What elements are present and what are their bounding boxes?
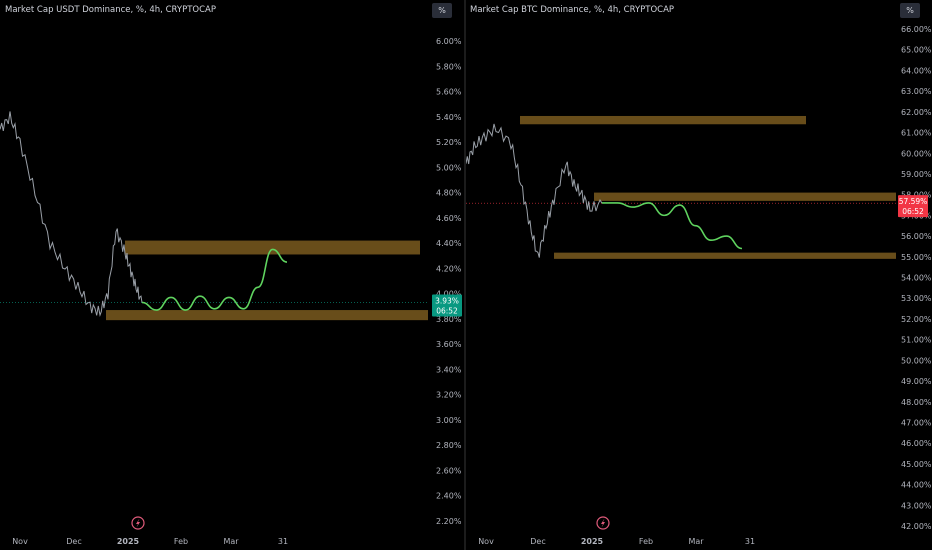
y-axis-tick-label: 50.00% [901, 356, 932, 365]
x-axis-tick-label: 31 [278, 537, 288, 546]
btc-chart-canvas[interactable]: 66.00% 65.00% 64.00% 63.00% 62.00% 61.00% 60.0… [466, 0, 932, 550]
y-axis-tick-label: 3.60% [436, 340, 462, 349]
support-resistance-zone [554, 252, 896, 259]
support-resistance-zone [520, 115, 806, 125]
lightning-icon[interactable] [131, 516, 145, 530]
y-axis-tick-label: 5.00% [436, 163, 462, 172]
y-axis-tick-label: 3.00% [436, 416, 462, 425]
y-axis-tick-label: 48.00% [901, 398, 932, 407]
y-axis-tick-label: 4.40% [436, 239, 462, 248]
y-axis-tick-label: 5.20% [436, 138, 462, 147]
y-axis-tick-label: 49.00% [901, 377, 932, 386]
y-axis-tick-label: 65.00% [901, 46, 932, 55]
x-axis-tick-label: Feb [639, 537, 653, 546]
y-axis-tick-label: 64.00% [901, 66, 932, 75]
y-axis-tick-label: 51.00% [901, 336, 932, 345]
usdt-chart-canvas[interactable]: 6.00% 5.80% 5.60% 5.40% 5.20% 5.00% 4.80% 4.60%… [0, 0, 464, 550]
x-axis-tick-label: Dec [66, 537, 81, 546]
y-axis-tick-label: 55.00% [901, 253, 932, 262]
y-axis-tick-label: 3.40% [436, 365, 462, 374]
y-axis-tick-label: 42.00% [901, 522, 932, 531]
x-axis-tick-label: Dec [530, 537, 545, 546]
y-axis-tick-label: 47.00% [901, 418, 932, 427]
y-axis-tick-label: 63.00% [901, 87, 932, 96]
x-axis-tick-label: 2025 [581, 537, 604, 546]
x-axis-tick-label: 31 [745, 537, 755, 546]
y-axis-tick-label: 56.00% [901, 232, 932, 241]
price-label-box [898, 195, 928, 218]
percent-scale-button[interactable]: % [900, 3, 920, 18]
price-series-line [0, 111, 143, 317]
y-axis-tick-label: 4.00% [436, 290, 462, 299]
y-axis-tick-label: 44.00% [901, 481, 932, 490]
y-axis-tick-label: 2.80% [436, 441, 462, 450]
x-axis-tick-label: Nov [478, 537, 494, 546]
lightning-icon-ring [596, 516, 610, 530]
usdt-dominance-panel[interactable]: 6.00% 5.80% 5.60% 5.40% 5.20% 5.00% 4.80% 4.60%… [0, 0, 464, 550]
price-label: 3.93% [435, 296, 459, 305]
lightning-icon-bolt [136, 518, 140, 528]
projection-path [141, 248, 288, 311]
y-axis-tick-label: 4.80% [436, 189, 462, 198]
y-axis-tick-label: 5.60% [436, 88, 462, 97]
chart-title: Market Cap USDT Dominance, %, 4h, CRYPTO… [5, 5, 216, 15]
price-label-box [432, 294, 462, 317]
x-axis-tick-label: 2025 [117, 537, 140, 546]
percent-scale-button[interactable]: % [432, 3, 452, 18]
x-axis-tick-label: Mar [223, 537, 239, 546]
countdown-label: 06:52 [436, 306, 458, 315]
y-axis-tick-label: 45.00% [901, 460, 932, 469]
countdown-label: 06:52 [902, 207, 924, 216]
price-series-line [466, 123, 603, 258]
y-axis-tick-label: 5.40% [436, 113, 462, 122]
support-resistance-zone [106, 310, 428, 321]
projection-path [602, 202, 743, 250]
btc-dominance-panel[interactable]: 66.00% 65.00% 64.00% 63.00% 62.00% 61.00% 60.0… [466, 0, 932, 550]
y-axis-tick-label: 46.00% [901, 439, 932, 448]
x-axis-tick-label: Nov [12, 537, 28, 546]
y-axis-tick-label: 62.00% [901, 108, 932, 117]
y-axis-tick-label: 60.00% [901, 149, 932, 158]
y-axis-tick-label: 52.00% [901, 315, 932, 324]
y-axis-tick-label: 53.00% [901, 294, 932, 303]
y-axis-tick-label: 6.00% [436, 37, 462, 46]
lightning-icon-bolt [601, 518, 605, 528]
y-axis-tick-label: 59.00% [901, 170, 932, 179]
y-axis-tick-label: 5.80% [436, 62, 462, 71]
y-axis-tick-label: 43.00% [901, 501, 932, 510]
y-axis-tick-label: 3.20% [436, 391, 462, 400]
lightning-icon-ring [131, 516, 145, 530]
y-axis-tick-label: 3.80% [436, 315, 462, 324]
y-axis-tick-label: 4.60% [436, 214, 462, 223]
y-axis-tick-label: 2.40% [436, 492, 462, 501]
y-axis-tick-label: 2.60% [436, 466, 462, 475]
support-resistance-zone [125, 240, 420, 255]
y-axis-tick-label: 4.20% [436, 264, 462, 273]
y-axis-tick-label: 2.20% [436, 517, 462, 526]
lightning-icon[interactable] [596, 516, 610, 530]
x-axis-tick-label: Feb [174, 537, 188, 546]
y-axis-tick-label: 61.00% [901, 129, 932, 138]
y-axis-tick-label: 66.00% [901, 25, 932, 34]
support-resistance-zone [594, 192, 896, 201]
price-label: 57.59% [899, 197, 928, 206]
chart-title: Market Cap BTC Dominance, %, 4h, CRYPTOC… [470, 5, 675, 15]
y-axis-tick-label: 54.00% [901, 274, 932, 283]
panel-divider[interactable] [464, 0, 466, 550]
x-axis-tick-label: Mar [688, 537, 704, 546]
